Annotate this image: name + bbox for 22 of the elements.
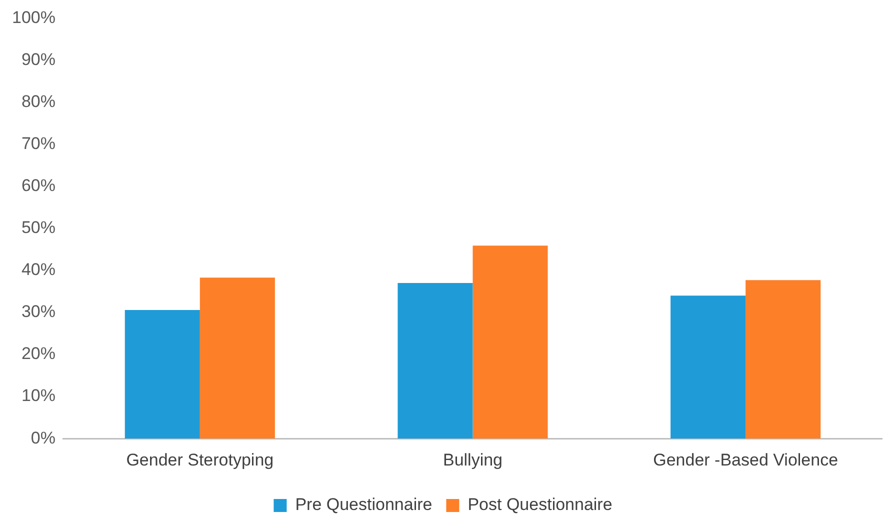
bar [124,310,200,439]
x-tick-label: Bullying [442,450,503,470]
y-tick-label: 30% [21,302,56,322]
y-tick-label: 70% [21,134,56,154]
y-tick-label: 50% [21,218,56,238]
bar [746,280,821,439]
y-tick-label: 0% [30,428,56,448]
x-tick-label: Gender Sterotyping [126,450,274,470]
bar [200,278,275,439]
y-tick-label: 100% [12,8,56,27]
y-tick-label: 40% [21,260,56,280]
y-tick-label: 10% [21,386,56,406]
bar [398,283,473,439]
y-tick-label: 20% [21,344,56,364]
y-tick-label: 90% [21,50,56,69]
y-tick-label: 60% [21,176,56,196]
legend-label: Post Questionnaire [468,495,612,514]
legend-label: Pre Questionnaire [295,495,432,514]
y-tick-label: 80% [21,92,56,111]
bar [472,246,548,439]
bar [670,296,746,439]
x-tick-label: Gender -Based Violence [653,450,838,470]
